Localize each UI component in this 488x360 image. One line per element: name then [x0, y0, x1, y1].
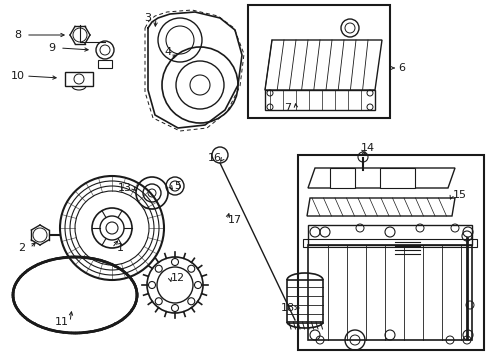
Bar	[65, 72, 93, 86]
Text: 16: 16	[207, 153, 222, 163]
Bar	[297, 155, 483, 350]
Text: 10: 10	[11, 71, 25, 81]
Text: 4: 4	[164, 47, 171, 57]
Text: 18: 18	[281, 303, 294, 313]
Text: 13: 13	[118, 183, 132, 193]
Text: 1: 1	[116, 243, 123, 253]
Text: 7: 7	[284, 103, 291, 113]
Text: 17: 17	[227, 215, 242, 225]
Text: 2: 2	[19, 243, 25, 253]
Bar	[286, 280, 323, 322]
Text: 12: 12	[171, 273, 184, 283]
Polygon shape	[329, 168, 354, 188]
Bar	[307, 245, 471, 340]
Polygon shape	[379, 168, 414, 188]
Text: 11: 11	[55, 317, 69, 327]
Text: 8: 8	[15, 30, 21, 40]
Text: 9: 9	[48, 43, 56, 53]
Circle shape	[106, 222, 118, 234]
Text: 5: 5	[174, 181, 181, 191]
Text: 14: 14	[360, 143, 374, 153]
Bar	[303, 239, 476, 247]
Text: 6: 6	[398, 63, 405, 73]
Text: 3: 3	[144, 13, 151, 23]
Text: 15: 15	[452, 190, 466, 200]
Bar	[98, 60, 112, 68]
Bar	[247, 5, 389, 118]
